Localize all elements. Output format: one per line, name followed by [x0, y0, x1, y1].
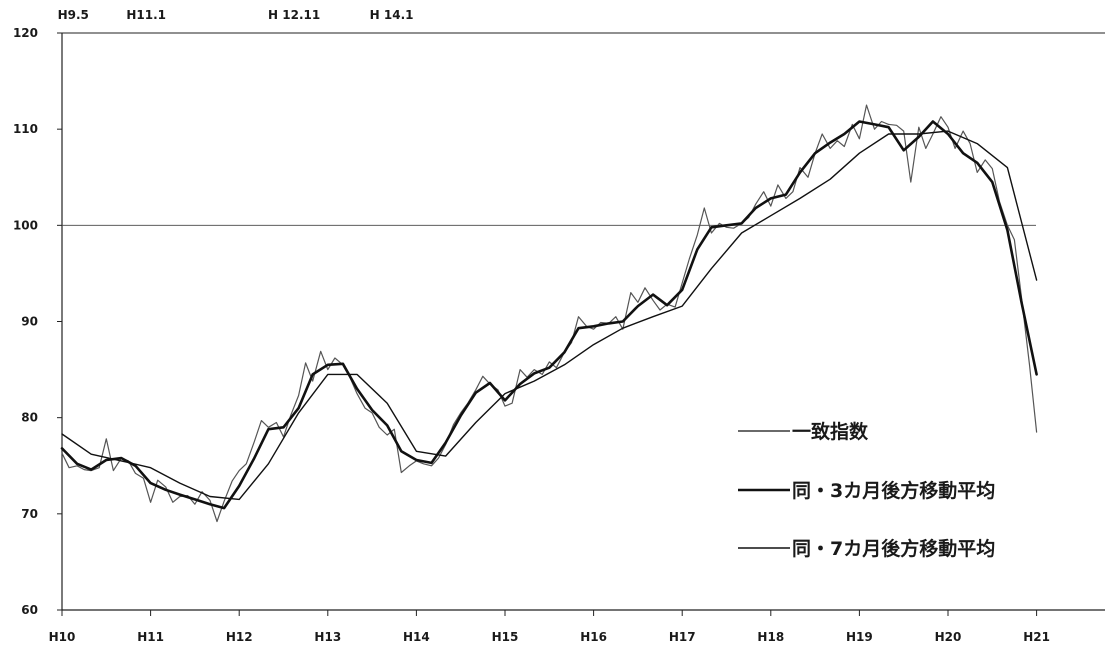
- chart-axes: [61, 32, 1105, 611]
- series-lines: [60, 104, 1038, 523]
- series-line-2: [60, 120, 1038, 510]
- x-tick-label: H11: [137, 630, 164, 644]
- x-tick-labels: H10 H11 H12 H13 H14 H15 H16 H17 H18 H19 H20 H21: [49, 610, 1050, 644]
- x-tick-label: H18: [757, 630, 784, 644]
- y-tick-label: 120: [13, 26, 38, 40]
- x-tick-label: H13: [314, 630, 341, 644]
- period-marks: H9.5 H11.1 H 12.11 H 14.1: [58, 8, 414, 22]
- y-tick-label: 90: [21, 315, 38, 329]
- x-tick-label: H12: [226, 630, 253, 644]
- period-mark-label: H 14.1: [370, 8, 414, 22]
- legend-label: 同・3カ月後方移動平均: [792, 479, 995, 502]
- y-tick-label: 60: [21, 603, 38, 617]
- x-tick-label: H10: [49, 630, 76, 644]
- x-tick-label: H15: [492, 630, 519, 644]
- x-tick-label: H17: [669, 630, 696, 644]
- y-tick-label: 70: [21, 507, 38, 521]
- series-line-1: [61, 104, 1038, 523]
- legend-label: 一致指数: [792, 420, 869, 443]
- x-tick-label: H16: [580, 630, 607, 644]
- y-tick-label: 100: [13, 218, 38, 232]
- y-tick-label: 110: [13, 122, 38, 136]
- legend-label: 同・7カ月後方移動平均: [792, 537, 995, 560]
- x-tick-label: H19: [846, 630, 873, 644]
- period-mark-label: H9.5: [58, 8, 89, 22]
- x-tick-label: H21: [1023, 630, 1050, 644]
- y-tick-labels: 60 70 80 90 100 110 120: [13, 26, 62, 617]
- x-tick-label: H14: [403, 630, 430, 644]
- y-tick-label: 80: [21, 411, 38, 425]
- period-mark-label: H11.1: [126, 8, 166, 22]
- series-line-3: [61, 130, 1038, 501]
- period-mark-label: H 12.11: [268, 8, 320, 22]
- x-tick-label: H20: [935, 630, 962, 644]
